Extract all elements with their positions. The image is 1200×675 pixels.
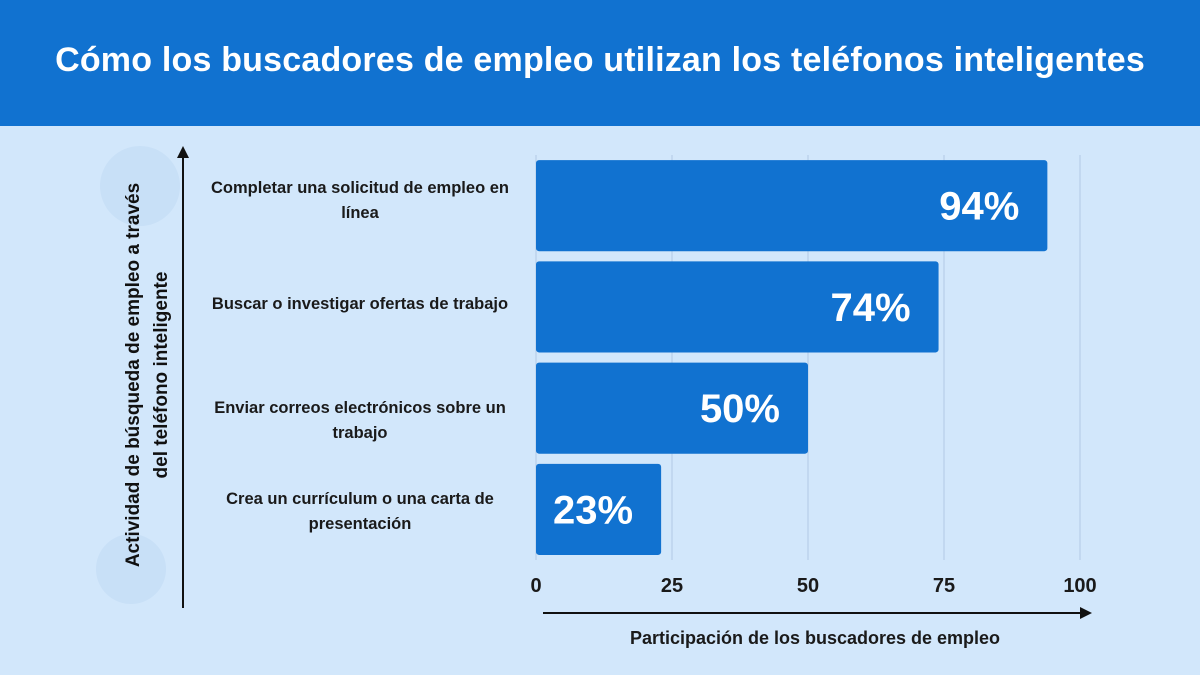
x-axis-title: Participación de los buscadores de emple… xyxy=(629,628,1001,648)
header-banner: Cómo los buscadores de empleo utilizan l… xyxy=(0,0,1200,126)
x-tick-label: 0 xyxy=(530,575,541,597)
bar-value-label: 74% xyxy=(830,286,910,330)
chart-title: Cómo los buscadores de empleo utilizan l… xyxy=(55,40,1145,79)
decorative-circle xyxy=(96,534,166,604)
bar xyxy=(536,463,662,555)
bar-value-label: 94% xyxy=(939,185,1019,229)
category-label: Buscar o investigar ofertas de trabajo xyxy=(211,295,509,313)
y-axis-arrowhead xyxy=(177,146,189,158)
x-tick-label: 100 xyxy=(1063,575,1096,597)
x-tick-label: 75 xyxy=(933,575,955,597)
x-axis-arrowhead xyxy=(1080,607,1092,619)
category-label: Enviar correos electrónicos sobre un tra… xyxy=(214,399,506,442)
bar-value-label: 50% xyxy=(700,387,780,431)
category-label: Crea un currículum o una carta de presen… xyxy=(226,490,494,533)
x-tick-label: 25 xyxy=(661,575,683,597)
bar-value-label: 23% xyxy=(553,488,633,532)
bar xyxy=(536,362,808,454)
bar xyxy=(536,160,1048,252)
category-label: Completar una solicitud de empleo en lín… xyxy=(211,179,509,222)
decorative-circle xyxy=(100,146,180,226)
bar xyxy=(536,261,939,353)
x-tick-label: 50 xyxy=(797,575,819,597)
